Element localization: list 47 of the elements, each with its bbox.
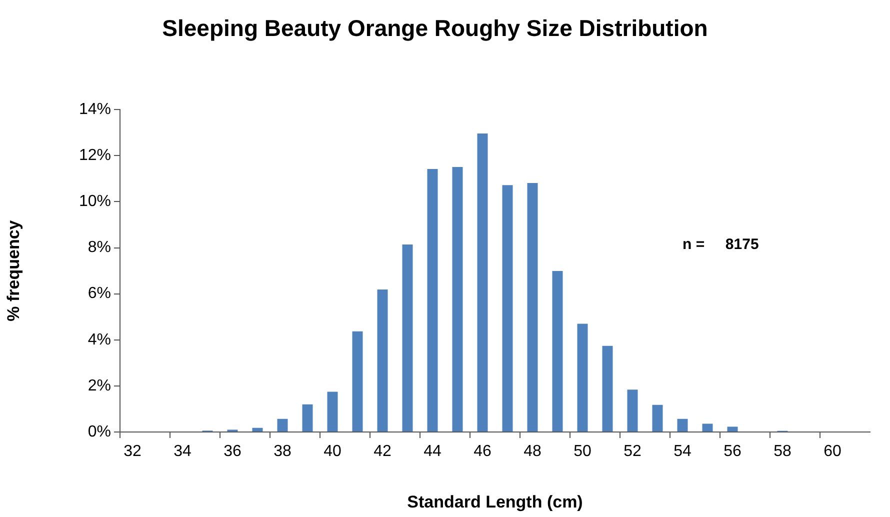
bar: [452, 166, 463, 432]
x-axis-title: Standard Length (cm): [407, 492, 583, 512]
y-tick-label: 8%: [88, 239, 111, 256]
bar: [352, 331, 363, 432]
x-tick-label: 38: [274, 443, 292, 460]
y-axis-title: % frequency: [4, 220, 23, 322]
bar: [427, 169, 438, 432]
y-tick-label: 10%: [78, 193, 111, 210]
bar: [727, 426, 738, 432]
bar: [577, 324, 588, 432]
bar: [527, 183, 538, 432]
x-tick-label: 34: [174, 443, 192, 460]
x-tick-label: 56: [724, 443, 742, 460]
y-tick-label: 4%: [88, 331, 111, 348]
x-tick-label: 54: [674, 443, 692, 460]
bar: [702, 424, 713, 432]
x-tick-label: 32: [124, 443, 142, 460]
bar: [627, 390, 638, 432]
y-tick-label: 12%: [78, 147, 111, 164]
y-tick-label: 6%: [88, 285, 111, 302]
x-tick-label: 44: [424, 443, 442, 460]
y-tick-label: 2%: [88, 377, 111, 394]
bar: [302, 404, 313, 432]
annotation: n = 8175: [682, 236, 759, 254]
x-tick-label: 48: [524, 443, 542, 460]
x-tick-label: 58: [774, 443, 792, 460]
x-tick-label: 42: [374, 443, 392, 460]
y-tick-label: 14%: [78, 101, 111, 118]
bar: [502, 185, 513, 432]
x-tick-label: 52: [624, 443, 642, 460]
bar: [477, 134, 488, 432]
bar: [552, 271, 563, 432]
bar: [327, 392, 338, 432]
bar: [252, 428, 263, 432]
bar: [602, 346, 613, 432]
x-tick-label: 36: [224, 443, 242, 460]
bar: [277, 418, 288, 432]
chart-title: Sleeping Beauty Orange Roughy Size Distribution: [162, 15, 708, 42]
bar: [652, 404, 663, 432]
bar: [677, 418, 688, 432]
x-tick-label: 40: [324, 443, 342, 460]
y-tick-label: 0%: [88, 423, 111, 440]
x-tick-label: 46: [474, 443, 492, 460]
bar: [377, 289, 388, 432]
bar: [402, 244, 413, 432]
x-tick-label: 60: [824, 443, 842, 460]
x-tick-label: 50: [574, 443, 592, 460]
